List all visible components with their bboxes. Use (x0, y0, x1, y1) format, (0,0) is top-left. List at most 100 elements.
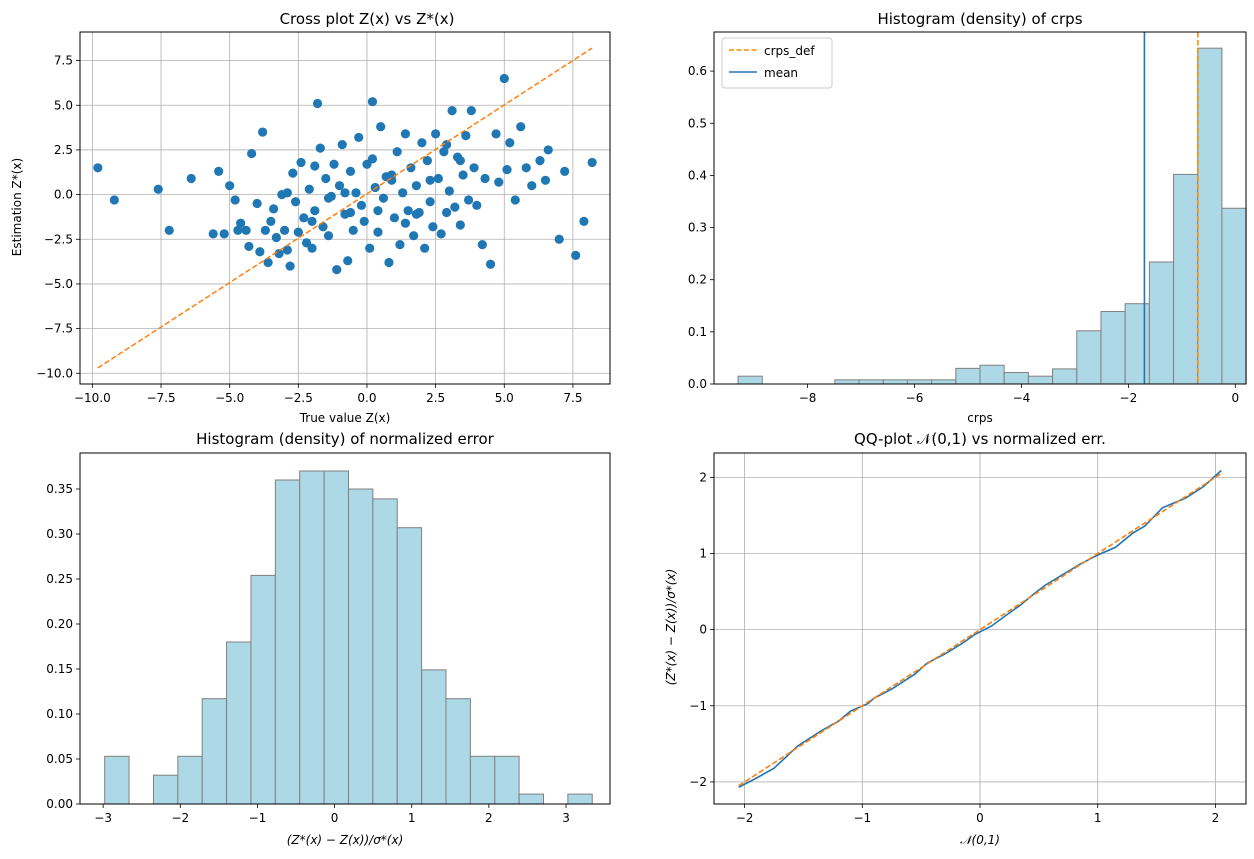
cross-plot-xlabel: True value Z(x) (299, 411, 391, 425)
data-point (554, 234, 564, 244)
histogram-bar (955, 367, 981, 385)
data-point (321, 173, 331, 184)
histogram-bar (201, 698, 228, 805)
data-point (293, 227, 303, 237)
data-point (425, 197, 435, 207)
data-point (373, 227, 383, 237)
data-point (425, 175, 435, 185)
qq-plot-ylabel: (Z*(x) − Z(x))/σ*(x) (664, 569, 678, 686)
data-point (219, 229, 229, 239)
data-point (455, 220, 465, 230)
data-point (502, 164, 512, 175)
data-point (378, 193, 389, 203)
x-tick-label: −1 (853, 811, 871, 825)
data-point (288, 168, 298, 178)
data-point (428, 222, 438, 232)
data-point (485, 259, 496, 269)
data-point (315, 143, 325, 153)
histogram-bar (104, 755, 130, 805)
data-point (491, 129, 501, 139)
data-point (406, 163, 416, 173)
y-tick-label: −7.5 (44, 322, 73, 336)
y-tick-label: 0.30 (46, 527, 73, 541)
y-tick-label: 2.5 (54, 143, 73, 157)
data-point (505, 138, 515, 148)
data-point (395, 240, 405, 250)
normalized-error-title: Histogram (density) of normalized error (196, 430, 495, 448)
histogram-bar (906, 379, 933, 385)
data-point (266, 216, 276, 227)
histogram-bar (1027, 375, 1054, 385)
histogram-bar (1124, 303, 1150, 385)
histogram-bar (372, 498, 398, 805)
data-point (433, 173, 443, 184)
data-point (444, 186, 454, 196)
histogram-bar (226, 641, 252, 805)
x-tick-label: 0 (976, 811, 984, 825)
qq-plot-title: QQ-plot 𝒩(0,1) vs normalized err. (854, 430, 1106, 448)
y-tick-label: 0.25 (46, 572, 73, 586)
histogram-bar (469, 755, 496, 805)
histogram-bar (421, 669, 447, 805)
data-point (225, 181, 235, 191)
data-point (271, 232, 281, 243)
data-point (540, 175, 551, 185)
identity-line (97, 47, 593, 369)
cross-plot-title: Cross plot Z(x) vs Z*(x) (280, 10, 455, 28)
data-point (343, 256, 353, 266)
data-point (480, 173, 490, 184)
data-point (477, 240, 487, 250)
y-tick-label: 0.2 (688, 273, 707, 287)
data-point (263, 257, 273, 268)
histogram-bar (445, 698, 471, 805)
y-tick-label: 0.10 (46, 707, 73, 721)
y-tick-label: 0 (699, 623, 707, 637)
y-tick-label: 0.00 (46, 797, 73, 811)
crps-histogram-panel: Histogram (density) of crps crps −8 −6 −4 −… (688, 10, 1247, 425)
data-point (244, 241, 254, 252)
data-point (307, 243, 317, 253)
data-point (398, 188, 408, 198)
x-tick-label: −2 (171, 811, 189, 825)
data-point (332, 265, 342, 275)
x-tick-label: −7.5 (146, 391, 175, 405)
data-point (323, 193, 334, 203)
x-tick-label: 0.0 (357, 391, 376, 405)
data-point (93, 163, 103, 173)
data-point (442, 139, 452, 150)
data-point (450, 202, 460, 212)
histogram-bar (494, 755, 520, 805)
histogram-bar (347, 488, 374, 805)
data-point (285, 261, 295, 271)
data-point (420, 243, 430, 253)
data-point (241, 225, 251, 235)
data-point (403, 206, 413, 216)
histogram-bar (250, 574, 276, 805)
data-point (499, 73, 509, 84)
qq-plot-xlabel: 𝒩(0,1) (960, 833, 1000, 847)
data-point (461, 131, 471, 141)
x-tick-label: 2 (485, 811, 493, 825)
data-point (469, 163, 479, 173)
y-tick-label: −5.0 (44, 277, 73, 291)
histogram-bar (567, 793, 593, 805)
data-point (543, 145, 553, 155)
x-tick-label: 0 (331, 811, 339, 825)
histogram-bar (323, 470, 349, 805)
data-point (340, 188, 350, 198)
data-point (208, 229, 218, 239)
data-point (367, 154, 378, 164)
x-tick-label: −2 (736, 811, 754, 825)
data-point (282, 188, 292, 198)
data-point (387, 170, 397, 180)
data-point (560, 166, 570, 176)
data-point (494, 177, 504, 187)
histogram-bar (931, 379, 957, 385)
data-point (367, 97, 378, 107)
y-tick-label: 0.3 (688, 221, 707, 235)
y-tick-label: 0.05 (46, 752, 73, 766)
y-tick-label: 7.5 (54, 54, 73, 68)
crps-histogram-xlabel: crps (967, 411, 992, 425)
axes-frame (79, 452, 611, 805)
